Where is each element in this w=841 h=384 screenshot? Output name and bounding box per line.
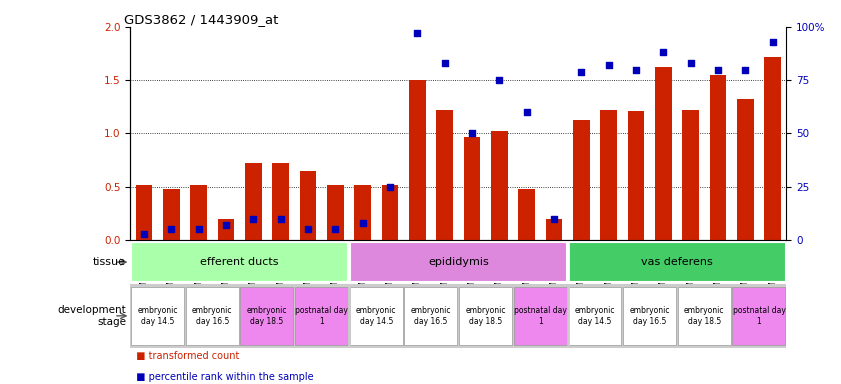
Bar (382, 185, 398, 240)
Point (629, 66, 643, 73)
Point (766, 39, 780, 45)
Bar (295, 287, 348, 345)
Point (220, 222, 233, 228)
Text: embryonic
day 16.5: embryonic day 16.5 (410, 306, 452, 326)
Text: GDS3862 / 1443909_at: GDS3862 / 1443909_at (124, 13, 278, 26)
Bar (623, 287, 676, 345)
Bar (764, 57, 780, 240)
Bar (710, 75, 726, 240)
Point (574, 69, 588, 75)
Point (684, 60, 697, 66)
Point (493, 77, 506, 83)
Text: embryonic
day 14.5: embryonic day 14.5 (574, 306, 616, 326)
Point (165, 226, 178, 232)
Point (246, 216, 260, 222)
Bar (569, 242, 785, 282)
Text: embryonic
day 16.5: embryonic day 16.5 (629, 306, 670, 326)
Bar (245, 163, 262, 240)
Bar (186, 287, 239, 345)
Text: tissue: tissue (93, 257, 126, 267)
Bar (459, 287, 512, 345)
Bar (600, 110, 616, 240)
Bar (491, 131, 507, 240)
Point (657, 50, 670, 56)
Text: ■ transformed count: ■ transformed count (130, 351, 240, 361)
Bar (327, 185, 343, 240)
Bar (190, 185, 207, 240)
Bar (436, 110, 452, 240)
Bar (737, 99, 754, 240)
Text: embryonic
day 18.5: embryonic day 18.5 (465, 306, 506, 326)
Text: embryonic
day 18.5: embryonic day 18.5 (246, 306, 288, 326)
Text: postnatal day
1: postnatal day 1 (295, 306, 348, 326)
Text: development
stage: development stage (57, 305, 126, 327)
Text: epididymis: epididymis (428, 257, 489, 267)
Point (383, 184, 397, 190)
Text: postnatal day
1: postnatal day 1 (733, 306, 785, 326)
Text: embryonic
day 18.5: embryonic day 18.5 (684, 306, 725, 326)
Point (738, 66, 752, 73)
Bar (131, 242, 348, 282)
Bar (350, 242, 567, 282)
Point (301, 226, 315, 232)
Bar (627, 111, 644, 240)
Bar (350, 287, 403, 345)
Bar (569, 287, 621, 345)
Bar (678, 287, 731, 345)
Text: embryonic
day 16.5: embryonic day 16.5 (192, 306, 233, 326)
Bar (131, 287, 184, 345)
Bar (733, 287, 785, 345)
Bar (682, 110, 699, 240)
Text: postnatal day
1: postnatal day 1 (514, 306, 567, 326)
Bar (573, 119, 590, 240)
Text: embryonic
day 14.5: embryonic day 14.5 (137, 306, 178, 326)
Point (274, 216, 288, 222)
Point (711, 66, 725, 73)
Point (438, 60, 452, 66)
Point (465, 131, 479, 137)
Bar (241, 287, 294, 345)
Bar (655, 67, 671, 240)
Text: embryonic
day 14.5: embryonic day 14.5 (356, 306, 397, 326)
Point (192, 226, 205, 232)
Point (602, 62, 616, 68)
Bar (135, 185, 152, 240)
Bar (163, 189, 179, 240)
Text: efferent ducts: efferent ducts (200, 257, 279, 267)
Bar (272, 163, 288, 240)
Bar (409, 80, 426, 240)
Bar (218, 219, 234, 240)
Bar (546, 219, 562, 240)
Point (547, 216, 561, 222)
Bar (405, 287, 458, 345)
Bar (514, 287, 567, 345)
Point (137, 230, 151, 237)
Bar (463, 137, 480, 240)
Text: ■ percentile rank within the sample: ■ percentile rank within the sample (130, 372, 314, 382)
Point (356, 220, 369, 226)
Bar (354, 185, 371, 240)
Point (329, 226, 342, 232)
Bar (299, 171, 316, 240)
Text: vas deferens: vas deferens (641, 257, 713, 267)
Point (410, 30, 424, 36)
Bar (518, 189, 535, 240)
Point (520, 109, 533, 115)
